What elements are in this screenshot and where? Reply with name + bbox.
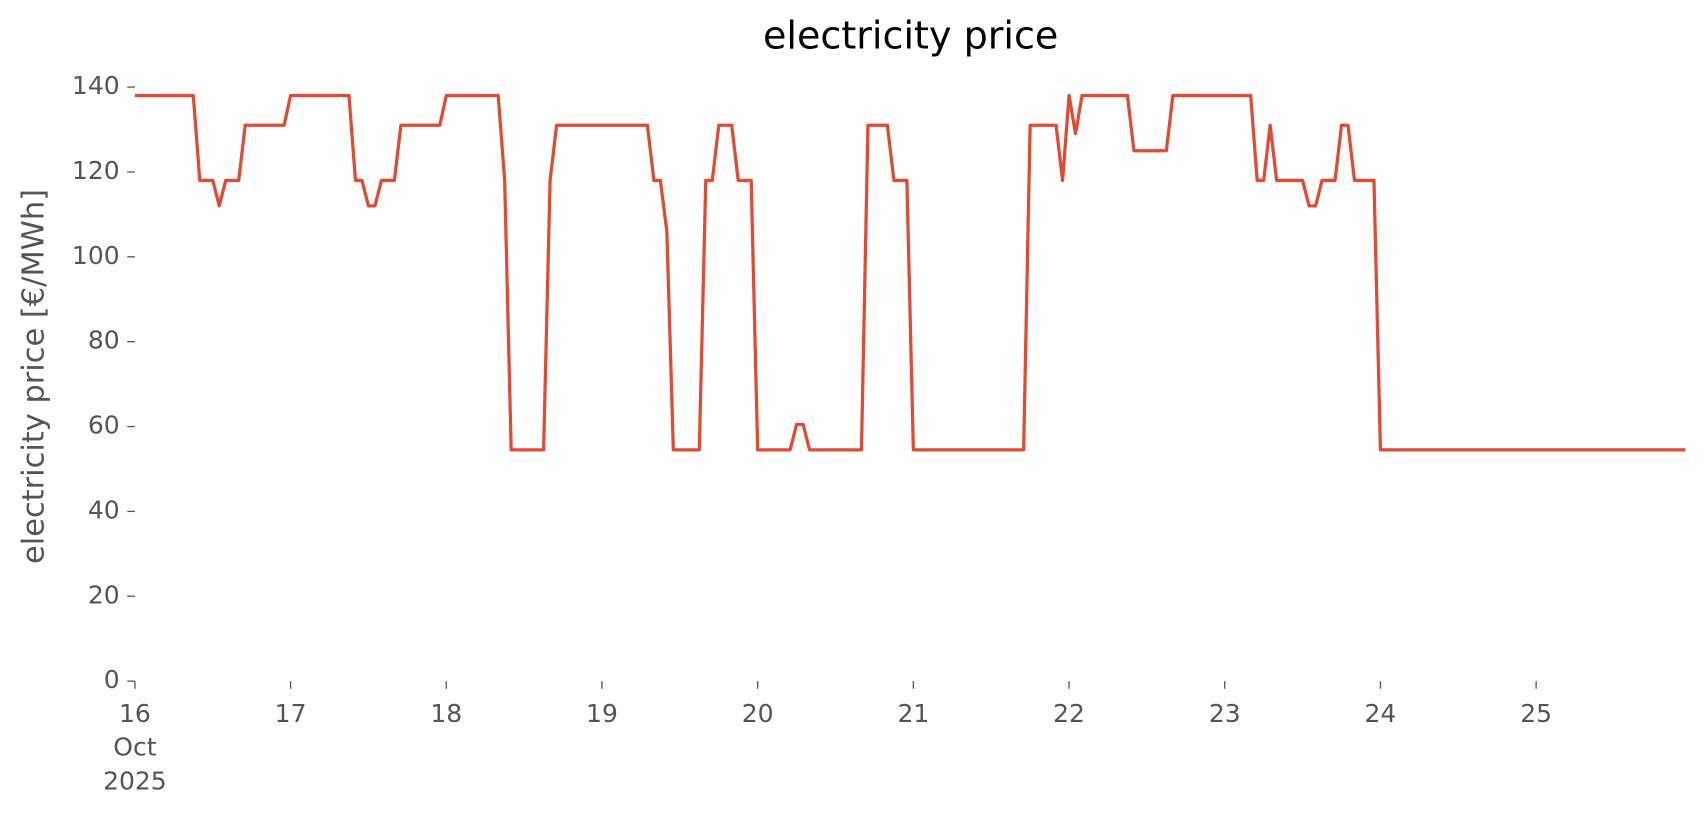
price-line (134, 93, 1686, 452)
y-tick-label: 80 (88, 326, 120, 355)
y-tick-label: 120 (72, 156, 120, 185)
y-tick-label: 20 (88, 580, 120, 609)
chart-title: electricity price (763, 14, 1058, 58)
y-tick-label: 60 (88, 411, 120, 440)
x-tick-label: 20 (742, 699, 774, 728)
y-tick-label: 140 (72, 71, 120, 100)
x-tick-label: 25 (1520, 699, 1552, 728)
x-tick-label: 19 (586, 699, 618, 728)
x-tick-label: 17 (275, 699, 307, 728)
y-tick-label: 0 (104, 665, 120, 694)
x-tick-label: 22 (1053, 699, 1085, 728)
y-tick-label: 100 (72, 241, 120, 270)
x-tick-label: 21 (897, 699, 929, 728)
x-tick-label: 23 (1209, 699, 1241, 728)
y-axis-label: electricity price [€/MWh] (16, 189, 51, 564)
x-tick-label: 2025 (103, 766, 167, 795)
y-tick-label: 40 (88, 495, 120, 524)
x-tick-label: 16 (119, 699, 151, 728)
x-tick-label: 24 (1365, 699, 1397, 728)
x-tick-label: 18 (430, 699, 462, 728)
x-tick-label: Oct (113, 733, 156, 762)
